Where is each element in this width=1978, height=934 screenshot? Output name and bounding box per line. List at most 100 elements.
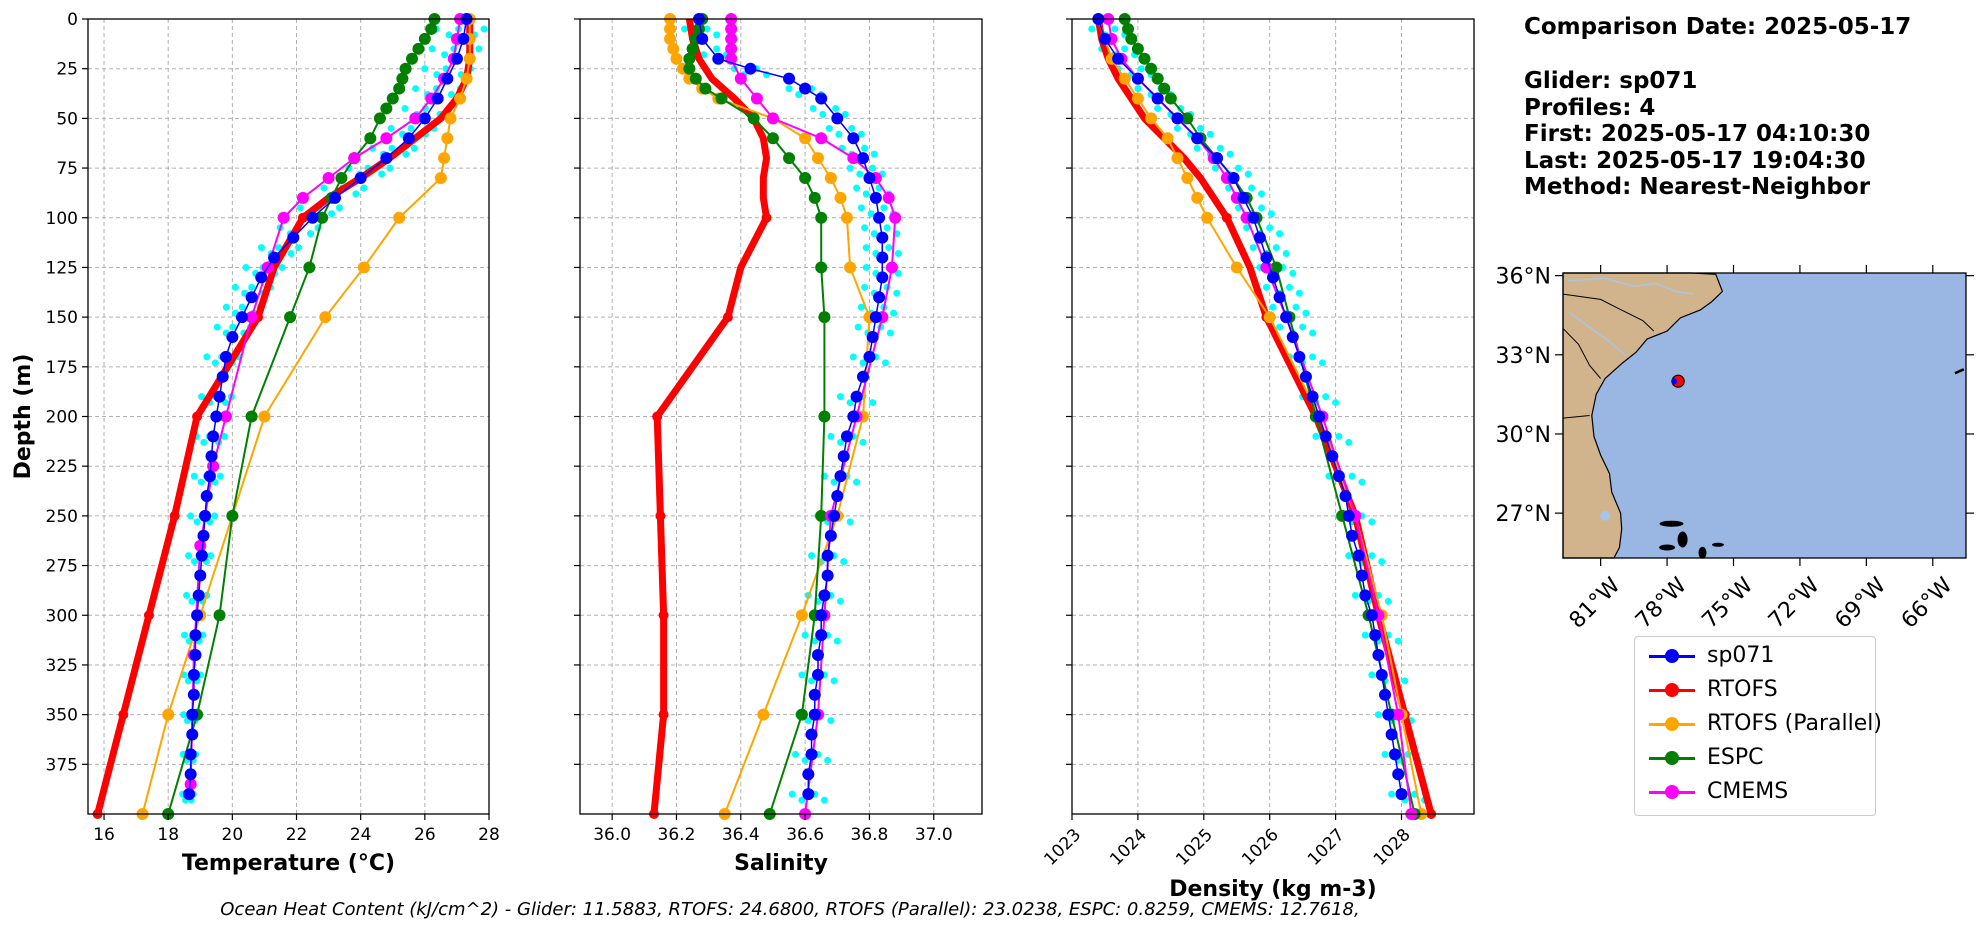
series-point-sp071 [1131, 72, 1144, 85]
series-line-cmems [1107, 18, 1413, 815]
series-point-sp071 [1332, 470, 1345, 483]
series-point-rtofs-parallel [1145, 112, 1158, 125]
glider-profile-point [808, 677, 816, 685]
series-point-sp071 [380, 152, 393, 165]
y-tick-label: 25 [56, 60, 78, 80]
series-point-espc [245, 410, 258, 423]
series-point-rtofs-parallel [664, 32, 677, 45]
series-point-sp071 [1299, 370, 1312, 383]
glider-profile-point [798, 796, 806, 804]
glider-profile-point [229, 323, 237, 331]
glider-profile-point [798, 671, 806, 679]
series-point-cmems [885, 261, 898, 274]
legend-item-rtofs-parallel: RTOFS (Parallel) [1643, 709, 1882, 739]
series-point-sp071 [847, 410, 860, 423]
series-point-sp071 [287, 231, 300, 244]
series-point-rtofs-parallel [1131, 92, 1144, 105]
series-point-espc [303, 261, 316, 274]
series-point-espc [1125, 32, 1138, 45]
glider-profile-point [1309, 353, 1317, 361]
series-point-rtofs-parallel [1161, 132, 1174, 145]
glider-profile-point [830, 478, 838, 486]
series-point-rtofs-parallel [667, 42, 680, 55]
state-border-sc-ga [1562, 328, 1602, 379]
glider-profile-point [1292, 303, 1300, 311]
series-point-sp071 [186, 728, 199, 741]
series-point-sp071 [1319, 430, 1332, 443]
glider-profile-point [410, 144, 418, 152]
glider-profile-point [193, 518, 201, 526]
glider-profile-point [1322, 393, 1330, 401]
series-point-sp071 [195, 549, 208, 562]
series-point-espc [815, 509, 828, 522]
glider-profile-point [836, 438, 844, 446]
series-point-sp071 [219, 350, 232, 363]
map-river [1569, 311, 1626, 356]
series-point-cmems [882, 191, 895, 204]
glider-profile-point [1309, 329, 1317, 337]
series-point-sp071 [207, 430, 220, 443]
glider-profile-point [1243, 224, 1251, 232]
glider-profile-point [213, 323, 221, 331]
glider-profile-point [1267, 210, 1275, 218]
series-point-sp071 [876, 251, 889, 264]
map-lat-label: 30°N [1496, 423, 1551, 448]
glider-profile-point [894, 250, 902, 258]
series-point-sp071 [863, 172, 876, 184]
series-point-sp071 [226, 331, 239, 343]
series-point-espc [226, 509, 239, 522]
series-point-cmems [348, 152, 361, 165]
series-point-cmems [725, 32, 738, 45]
series-point-sp071 [802, 788, 815, 801]
series-point-sp071 [821, 569, 834, 582]
series-point-sp071 [418, 112, 431, 125]
glider-profile-point [378, 170, 386, 178]
glider-profile-point [703, 25, 711, 33]
glider-profile-point [1173, 124, 1181, 132]
series-point-sp071 [441, 72, 454, 85]
glider-profile-point [861, 224, 869, 232]
glider-profile-point [713, 31, 721, 39]
glider-profile-point [1257, 204, 1265, 212]
series-point-sp071 [815, 629, 828, 642]
series-point-rtofs-parallel [799, 132, 812, 145]
series-point-espc [425, 22, 438, 35]
x-tick-label: 1027 [1304, 825, 1349, 870]
series-point-rtofs-parallel [162, 708, 175, 721]
glider-profile-point [238, 303, 246, 311]
glider-profile-point [846, 399, 854, 407]
glider-profile-point [1401, 677, 1409, 685]
glider-profile-point [857, 130, 865, 138]
map-island [1659, 544, 1676, 551]
series-point-espc [373, 112, 386, 125]
glider-profile-point [1226, 150, 1234, 158]
series-point-rtofs-parallel [1263, 311, 1276, 324]
series-point-espc [692, 22, 705, 35]
glider-profile-point [475, 45, 483, 53]
legend-marker-cmems [1665, 785, 1679, 799]
series-point-sp071 [1395, 788, 1408, 801]
series-point-espc [815, 261, 828, 274]
glider-profile-point [441, 51, 449, 59]
glider-profile-point [335, 204, 343, 212]
glider-profile-point [407, 124, 415, 132]
series-point-sp071 [200, 490, 213, 502]
series-point-sp071 [876, 231, 889, 244]
glider-profile-point [859, 359, 867, 367]
map-frame [1562, 272, 1967, 559]
glider-profile-point [360, 184, 368, 192]
series-point-rtofs [761, 212, 772, 223]
glider-profile-point [445, 31, 453, 39]
series-point-sp071 [1372, 649, 1385, 661]
series-point-sp071 [194, 569, 207, 582]
legend-label-sp071: sp071 [1707, 643, 1775, 668]
glider-profile-point [211, 512, 219, 520]
y-tick-label: 350 [46, 706, 78, 726]
series-point-espc [818, 311, 831, 324]
y-tick-label: 275 [46, 557, 78, 577]
glider-profile-point [854, 323, 862, 331]
series-point-espc [699, 82, 712, 95]
series-point-sp071 [869, 311, 882, 324]
series-point-sp071 [235, 311, 248, 324]
glider-profile-point [402, 150, 410, 158]
